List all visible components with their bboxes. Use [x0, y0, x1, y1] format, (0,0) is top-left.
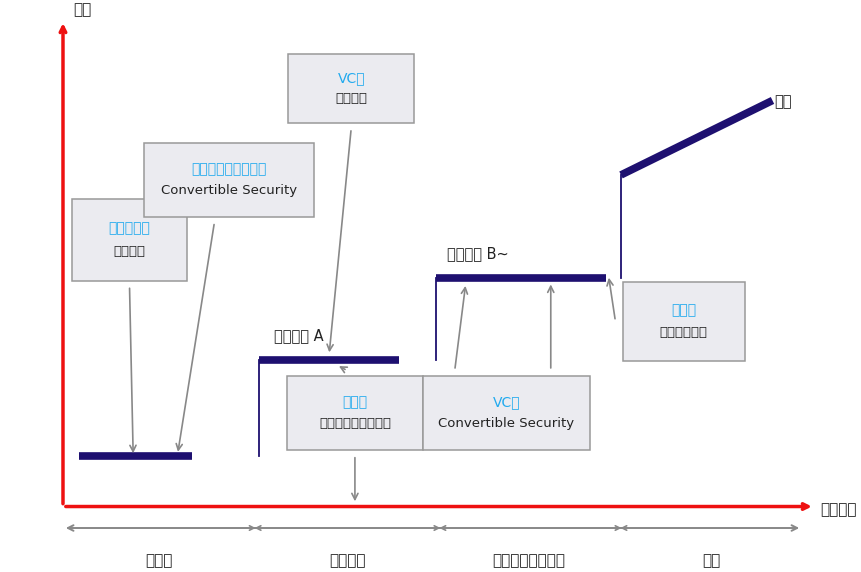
- Text: 上場: 上場: [775, 94, 792, 109]
- Text: アーリー: アーリー: [329, 553, 366, 568]
- Text: エンジェル投資家等: エンジェル投資家等: [192, 162, 267, 176]
- Text: 普通株式: 普通株式: [114, 245, 146, 258]
- Text: 創業者出資: 創業者出資: [108, 221, 151, 236]
- Text: 上場: 上場: [702, 553, 721, 568]
- FancyBboxPatch shape: [287, 376, 424, 450]
- Text: ローン・社債: ローン・社債: [660, 326, 708, 339]
- FancyBboxPatch shape: [288, 54, 414, 124]
- Text: Convertible Security: Convertible Security: [161, 184, 297, 197]
- Text: ミドル・レイター: ミドル・レイター: [492, 553, 565, 568]
- Text: VC等: VC等: [338, 72, 365, 86]
- FancyBboxPatch shape: [145, 142, 314, 217]
- Text: ステージ: ステージ: [821, 502, 857, 517]
- Text: 種類株式: 種類株式: [335, 92, 368, 105]
- FancyBboxPatch shape: [424, 376, 590, 450]
- Text: ストックオプション: ストックオプション: [319, 417, 391, 430]
- FancyBboxPatch shape: [623, 282, 745, 361]
- Text: Convertible Security: Convertible Security: [438, 417, 574, 430]
- Text: シード: シード: [146, 553, 173, 568]
- Text: シリーズ B~: シリーズ B~: [448, 247, 509, 261]
- Text: シリーズ A: シリーズ A: [274, 328, 323, 343]
- Text: 株価: 株価: [73, 2, 91, 18]
- Text: 銀行等: 銀行等: [672, 303, 697, 317]
- Text: VC等: VC等: [492, 395, 520, 410]
- Text: 従業員: 従業員: [343, 395, 368, 410]
- FancyBboxPatch shape: [72, 199, 187, 281]
